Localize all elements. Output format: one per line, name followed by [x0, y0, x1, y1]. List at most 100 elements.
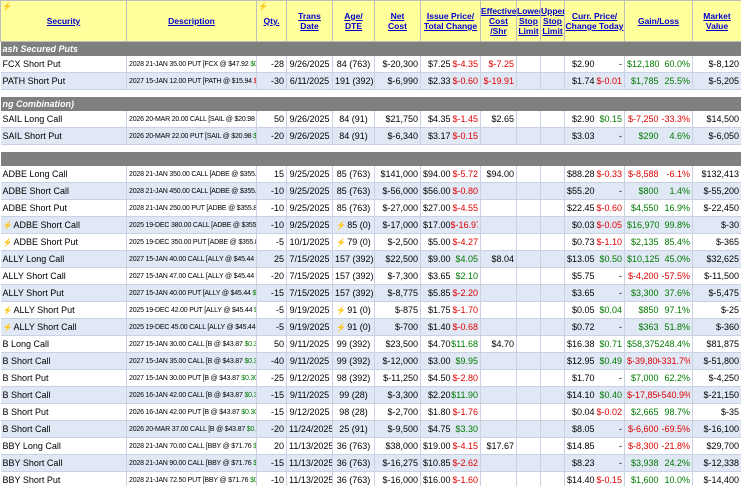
lower-stop-cell: [516, 369, 541, 387]
curr-price-cell: $22.45 $-0.60: [564, 199, 625, 217]
column-header-6[interactable]: Issue Price/Total Change: [420, 0, 481, 42]
issue-price: $9.00: [427, 254, 451, 264]
issue-price-cell: $1.75 $-1.70: [420, 301, 481, 319]
gain-amount: $3,938: [630, 458, 659, 468]
change-today: $0.49: [599, 356, 622, 366]
effective-cost-cell: $2.65: [480, 111, 517, 128]
trans-date-cell: 11/24/2025: [286, 420, 333, 438]
issue-price-cell: $56.00 $-0.80: [420, 182, 481, 200]
issue-price: $4.75: [427, 424, 451, 434]
gain-percent: 24.2%: [664, 458, 690, 468]
description-text: 2027 15-JAN 30.00 PUT [B @ $43.87: [129, 374, 242, 382]
column-header-5[interactable]: Net Cost: [374, 0, 421, 42]
market-value-cell: $-14,400: [692, 471, 741, 486]
position-row: B Short Put 2026 16-JAN 42.00 PUT [B @ $4…: [0, 403, 741, 421]
column-header-2[interactable]: ⚡ Qty.: [256, 0, 287, 42]
issue-price-cell: $1.40 $-0.68: [420, 318, 481, 336]
change-today: -: [619, 441, 622, 451]
net-cost-cell: $-20,300: [374, 56, 421, 73]
total-change: $-1.76: [452, 407, 478, 417]
expiring-icon: ⚡: [336, 238, 347, 247]
description-text: 2025 19-DEC 380.00 CALL [ADBE @ $355.81: [129, 221, 257, 229]
lower-stop-cell: [516, 233, 541, 251]
trans-date-cell: 9/25/2025: [286, 182, 333, 200]
underlying-change: $0.30: [241, 408, 257, 416]
description-text: 2026 20-MAR 37.00 CALL [B @ $43.87: [129, 425, 247, 433]
total-change: $4.05: [455, 254, 478, 264]
gain-loss-cell: $58,375 248.4%: [624, 335, 693, 353]
issue-price: $3.65: [427, 271, 451, 281]
gain-percent: -33.3%: [661, 114, 690, 124]
total-change: $-2.20: [452, 288, 478, 298]
gain-amount: $10,125: [627, 254, 659, 264]
issue-price-cell: $5.00 $-4.27: [420, 233, 481, 251]
gain-loss-cell: $363 51.8%: [624, 318, 693, 336]
curr-price-cell: $8.05 -: [564, 420, 625, 438]
lower-stop-cell: [516, 454, 541, 472]
gain-loss-cell: $-8,300 -21.8%: [624, 437, 693, 455]
gain-loss-cell: $-7,250 -33.3%: [624, 111, 693, 128]
security-label: BBY Short Put: [2, 475, 61, 485]
net-cost-cell: $-11,250: [374, 369, 421, 387]
gain-percent: 60.0%: [664, 59, 690, 69]
position-row: B Short Call 2026 20-MAR 37.00 CALL [B @ …: [0, 420, 741, 438]
curr-price: $0.05: [571, 305, 595, 315]
qty-cell: -28: [256, 56, 287, 73]
security-cell: B Short Call: [0, 386, 127, 404]
description-cell: 2025 19-DEC 380.00 CALL [ADBE @ $355.81 …: [126, 216, 257, 234]
effective-cost-cell: [480, 352, 517, 370]
column-header-3[interactable]: Trans Date: [286, 0, 333, 42]
curr-price: $8.23: [571, 458, 595, 468]
change-today: -: [619, 131, 622, 141]
column-header-label: Age/DTE: [344, 10, 363, 31]
market-value-cell: $-12,338: [692, 454, 741, 472]
column-header-7[interactable]: Effective Cost/Shr: [480, 0, 517, 42]
column-header-10[interactable]: Curr. Price/Change Today: [564, 0, 625, 42]
trans-date-cell: 9/26/2025: [286, 127, 333, 145]
qty-cell: 20: [256, 437, 287, 455]
gain-loss-cell: $850 97.1%: [624, 301, 693, 319]
change-today: -: [619, 373, 622, 383]
column-header-8[interactable]: Lower Stop Limit: [516, 0, 541, 42]
issue-price-cell: $3.17 $-0.15: [420, 127, 481, 145]
trans-date-cell: 9/26/2025: [286, 56, 333, 73]
qty-cell: -10: [256, 199, 287, 217]
gain-amount: $-8,588: [627, 169, 659, 179]
gain-amount: $-4,200: [627, 271, 659, 281]
expiring-icon: ⚡: [2, 238, 13, 247]
description-cell: 2026 20-MAR 37.00 CALL [B @ $43.87 $0.30…: [126, 420, 257, 438]
curr-price-cell: $1.74 $-0.01: [564, 72, 625, 90]
security-cell: B Short Put: [0, 369, 127, 387]
expiring-icon: ⚡: [2, 323, 13, 332]
column-header-0[interactable]: ⚡ Security: [0, 0, 127, 42]
column-header-12[interactable]: Market Value: [692, 0, 741, 42]
column-header-11[interactable]: Gain/Loss: [624, 0, 693, 42]
age-dte-cell: ⚡91 (0): [332, 318, 375, 336]
gain-amount: $1,600: [630, 475, 659, 485]
position-row: FCX Short Put 2028 21-JAN 35.00 PUT [FCX …: [0, 56, 741, 73]
description-text: 2025 19-DEC 42.00 PUT [ALLY @ $45.44: [129, 306, 255, 314]
curr-price: $88.28: [567, 169, 595, 179]
description-text: 2028 21-JAN 450.00 CALL [ADBE @ $355.81: [129, 187, 257, 195]
column-header-9[interactable]: Upper Stop Limit: [540, 0, 565, 42]
section-spacer: [0, 89, 741, 97]
gain-loss-cell: $-6,600 -69.5%: [624, 420, 693, 438]
curr-price-cell: $3.03 -: [564, 127, 625, 145]
trans-date-cell: 9/25/2025: [286, 199, 333, 217]
effective-cost-cell: [480, 216, 517, 234]
lower-stop-cell: [516, 352, 541, 370]
issue-price: $1.80: [427, 407, 451, 417]
security-label: B Long Call: [2, 339, 50, 349]
column-header-4[interactable]: Age/DTE: [332, 0, 375, 42]
description-text: 2027 15-JAN 40.00 CALL [ALLY @ $45.44: [129, 255, 256, 263]
security-label: B Short Put: [2, 407, 49, 417]
net-cost-cell: $-2,500: [374, 233, 421, 251]
security-cell: ⚡ADBE Short Call: [0, 216, 127, 234]
column-header-1[interactable]: Description: [126, 0, 257, 42]
underlying-change: $0.30: [244, 340, 255, 348]
description-cell: 2028 21-JAN 250.00 PUT [ADBE @ $355.81 $…: [126, 199, 257, 217]
trans-date-cell: 9/12/2025: [286, 403, 333, 421]
section-header-label: ash Secured Puts: [0, 41, 741, 56]
market-value-cell: $-21,150: [692, 386, 741, 404]
underlying-change: $0.80: [254, 307, 255, 314]
